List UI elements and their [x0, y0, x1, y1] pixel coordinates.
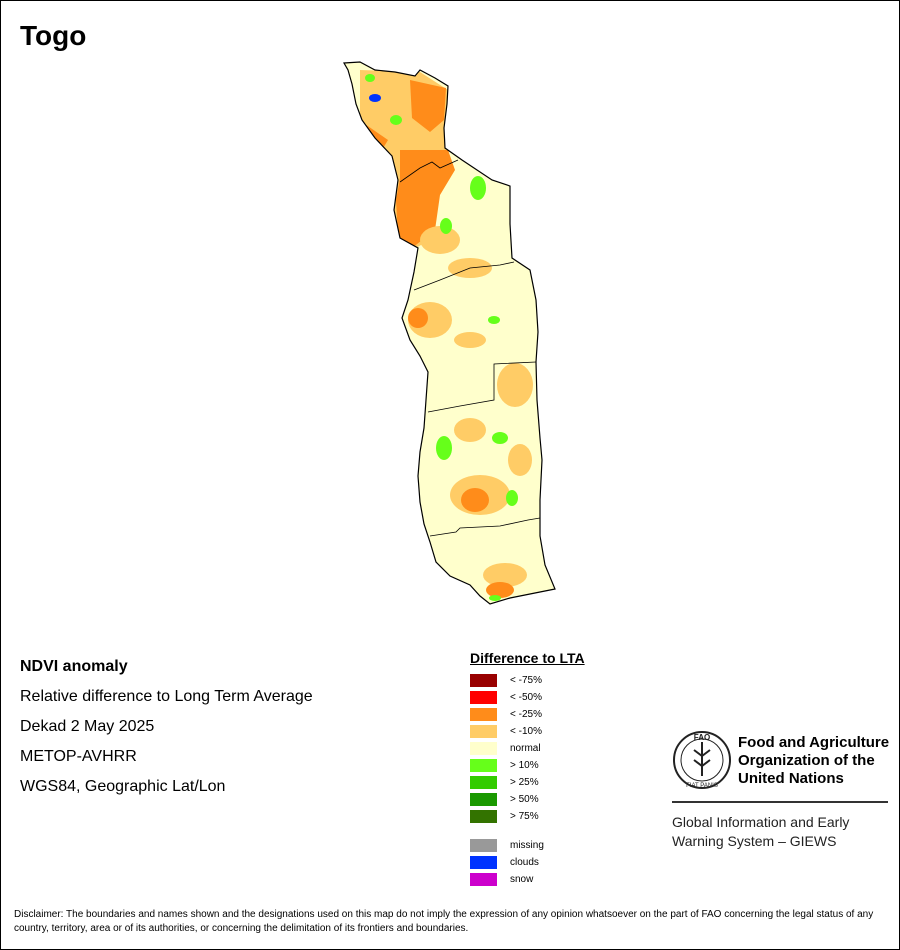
- legend-row: clouds: [470, 854, 585, 871]
- legend-label: missing: [510, 840, 544, 851]
- moderate-deficit-patch: [454, 418, 486, 442]
- fao-name-line2: Organization of the: [738, 752, 875, 769]
- legend-row: normal: [470, 740, 585, 757]
- legend-swatch: [470, 725, 497, 738]
- legend-row: snow: [470, 871, 585, 888]
- moderate-deficit-patch: [420, 226, 460, 254]
- vegetation-gain-patch: [488, 316, 500, 324]
- legend-row: < -10%: [470, 723, 585, 740]
- legend-row: missing: [470, 837, 585, 854]
- legend-items: < -75% < -50% < -25% < -10% normal > 10% > 25%…: [470, 672, 585, 825]
- legend-label: > 10%: [510, 760, 539, 771]
- giews-line2: Warning System – GIEWS: [672, 833, 837, 849]
- region-boundary: [429, 517, 541, 537]
- fao-emblem-icon: FAO FIAT PANIS: [673, 731, 731, 789]
- fao-name: Food and Agriculture Organization of the…: [738, 734, 898, 788]
- giews-line1: Global Information and Early: [672, 814, 850, 830]
- legend-row: < -25%: [470, 706, 585, 723]
- disclaimer: Disclaimer: The boundaries and names sho…: [14, 909, 874, 934]
- period-label: Dekad 2 May 2025: [20, 718, 155, 735]
- region-boundary: [399, 159, 459, 183]
- legend-label: < -10%: [510, 726, 542, 737]
- moderate-deficit-patch: [483, 563, 527, 587]
- legend-label: < -50%: [510, 692, 542, 703]
- moderate-deficit-patch: [508, 444, 532, 476]
- vegetation-gain-patch: [506, 490, 518, 506]
- logo-divider: [672, 801, 888, 803]
- legend-label: snow: [510, 874, 534, 885]
- togo-ndvi-map: [343, 61, 556, 605]
- map-info: NDVI anomaly Relative difference to Long…: [20, 656, 313, 806]
- legend-label: < -75%: [510, 675, 542, 686]
- legend-swatch: [470, 810, 497, 823]
- region-boundary: [427, 361, 537, 413]
- vegetation-gain-patch: [440, 218, 452, 234]
- legend-row: > 50%: [470, 791, 585, 808]
- projection-label: WGS84, Geographic Lat/Lon: [20, 778, 226, 795]
- legend-swatch: [470, 776, 497, 789]
- product-description: Relative difference to Long Term Average: [20, 688, 313, 705]
- emblem-text: FAO: [694, 733, 710, 742]
- legend-label: < -25%: [510, 709, 542, 720]
- strong-deficit-zone: [410, 80, 446, 132]
- legend-swatch: [470, 674, 497, 687]
- strong-deficit-patch: [461, 488, 489, 512]
- vegetation-gain-patch: [436, 436, 452, 460]
- legend-row: > 10%: [470, 757, 585, 774]
- legend-swatch: [470, 708, 497, 721]
- legend: Difference to LTA < -75% < -50% < -25% < -1…: [470, 650, 585, 888]
- vegetation-gain-patch: [492, 432, 508, 444]
- legend-label: > 75%: [510, 811, 539, 822]
- cloud-patch: [369, 94, 381, 102]
- region-boundary: [413, 261, 515, 291]
- fao-name-line3: United Nations: [738, 770, 844, 787]
- vegetation-gain-patch: [489, 595, 501, 601]
- legend-swatch: [470, 839, 497, 852]
- strong-deficit-patch: [486, 582, 514, 598]
- strong-deficit-patch: [408, 308, 428, 328]
- emblem-motto: FIAT PANIS: [686, 783, 718, 789]
- legend-row: < -50%: [470, 689, 585, 706]
- product-name: NDVI anomaly: [20, 658, 128, 675]
- legend-swatch: [470, 759, 497, 772]
- vegetation-gain-patch: [470, 176, 486, 200]
- legend-swatch: [470, 856, 497, 869]
- legend-swatch: [470, 793, 497, 806]
- legend-label: > 50%: [510, 794, 539, 805]
- legend-label: clouds: [510, 857, 539, 868]
- legend-row: < -75%: [470, 672, 585, 689]
- vegetation-gain-patch: [390, 115, 402, 125]
- fao-name-line1: Food and Agriculture: [738, 734, 890, 751]
- giews-name: Global Information and Early Warning Sys…: [672, 813, 890, 851]
- normal-area: [344, 62, 555, 604]
- legend-swatch: [470, 691, 497, 704]
- legend-label: > 25%: [510, 777, 539, 788]
- map-title: Togo: [20, 20, 87, 51]
- legend-title: Difference to LTA: [470, 650, 585, 666]
- vegetation-gain-patch: [365, 74, 375, 82]
- legend-row: > 25%: [470, 774, 585, 791]
- legend-row: > 75%: [470, 808, 585, 825]
- sensor-label: METOP-AVHRR: [20, 748, 137, 765]
- legend-swatch: [470, 873, 497, 886]
- legend-extra: missing clouds snow: [470, 837, 585, 888]
- legend-label: normal: [510, 743, 541, 754]
- legend-swatch: [470, 742, 497, 755]
- moderate-deficit-patch: [497, 363, 533, 407]
- moderate-deficit-patch: [454, 332, 486, 348]
